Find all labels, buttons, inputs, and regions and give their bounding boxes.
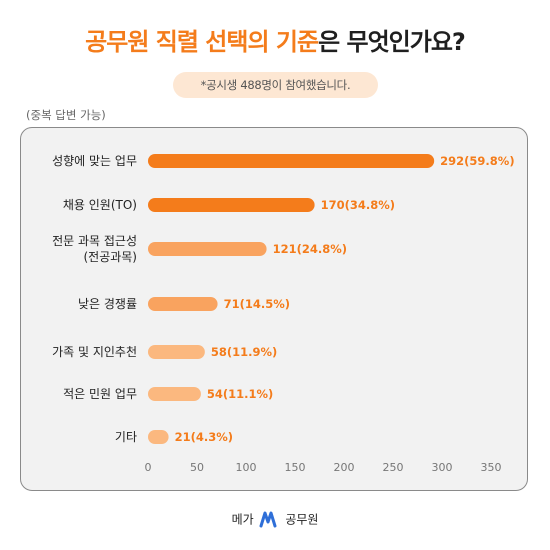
title-highlight: 공무원 직렬 선택의 기 <box>85 28 298 56</box>
x-tick-label: 100 <box>236 461 257 474</box>
value-label: 121(24.8%) <box>273 242 347 256</box>
value-label: 170(34.8%) <box>321 198 395 212</box>
bar <box>148 154 435 168</box>
bar <box>148 387 201 401</box>
brand-logo-icon <box>259 511 277 528</box>
bar-chart: 성향에 맞는 업무 292(59.8%) 채용 인원(TO) 170(34.8%) 전문… <box>52 154 515 474</box>
category-label: 낮은 경쟁률 <box>78 297 137 311</box>
x-tick-label: 50 <box>190 461 204 474</box>
title-rest: 은 무엇인가요? <box>318 28 466 56</box>
category-label: 채용 인원(TO) <box>63 198 137 212</box>
x-tick-label: 350 <box>481 461 502 474</box>
x-tick-label: 250 <box>383 461 404 474</box>
category-label: 성향에 맞는 업무 <box>52 154 137 168</box>
value-label: 21(4.3%) <box>175 430 233 444</box>
bar <box>148 430 169 444</box>
category-label: 가족 및 지인추천 <box>52 344 137 359</box>
x-tick-label: 300 <box>432 461 453 474</box>
value-label: 54(11.1%) <box>207 387 273 401</box>
x-tick-label: 200 <box>334 461 355 474</box>
category-label: 기타 <box>115 430 137 444</box>
participant-note: *공시생 488명이 참여했습니다. <box>173 72 378 98</box>
bar <box>148 297 218 311</box>
x-tick-label: 0 <box>145 461 152 474</box>
brand-left: 메가 <box>231 512 254 527</box>
category-label: 적은 민원 업무 <box>63 387 137 401</box>
x-tick-label: 150 <box>285 461 306 474</box>
bar <box>148 198 315 212</box>
category-label: (전공과목) <box>83 250 137 264</box>
brand-right: 공무원 <box>285 512 319 527</box>
footer-brand: 메가 공무원 <box>0 510 550 528</box>
title-highlight-2: 준 <box>296 28 319 56</box>
category-label: 전문 과목 접근성 <box>52 234 137 248</box>
value-label: 71(14.5%) <box>224 297 290 311</box>
bar <box>148 242 267 256</box>
chart-card: 성향에 맞는 업무 292(59.8%) 채용 인원(TO) 170(34.8%) 전문… <box>20 127 528 491</box>
bar <box>148 345 205 359</box>
value-label: 292(59.8%) <box>440 154 514 168</box>
multi-answer-note: (중복 답변 가능) <box>26 108 106 122</box>
page-title: 공무원 직렬 선택의 기준은 무엇인가요? <box>0 22 550 57</box>
value-label: 58(11.9%) <box>211 345 277 359</box>
